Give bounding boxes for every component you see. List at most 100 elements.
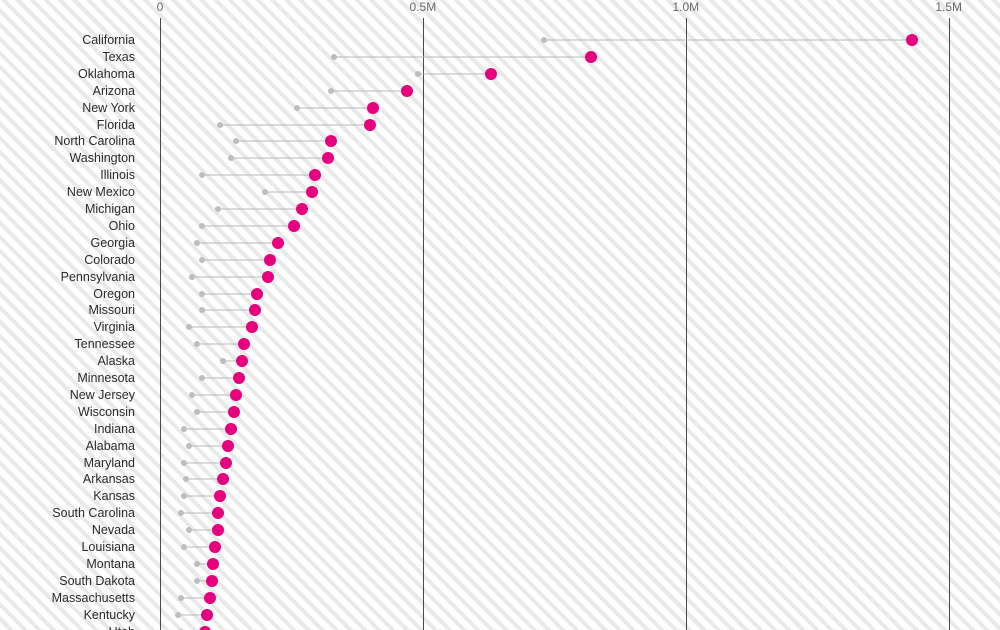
plot-area: 00.5M1.0M1.5M [160, 18, 975, 630]
start-dot [233, 138, 239, 144]
end-dot [306, 186, 318, 198]
end-dot [212, 507, 224, 519]
start-dot [181, 493, 187, 499]
end-dot [249, 304, 261, 316]
lollipop-stem [236, 141, 331, 142]
end-dot [325, 135, 337, 147]
x-tick-label: 0 [157, 0, 164, 14]
y-axis-label: Michigan [85, 203, 135, 216]
y-axis-label: Montana [86, 558, 135, 571]
lollipop-stem [202, 259, 270, 260]
end-dot [201, 609, 213, 621]
start-dot [415, 71, 421, 77]
start-dot [217, 122, 223, 128]
y-axis-label: Alabama [86, 439, 135, 452]
y-axis-label: South Dakota [59, 575, 135, 588]
start-dot [186, 443, 192, 449]
lollipop-stem [202, 225, 294, 226]
start-dot [189, 392, 195, 398]
start-dot [294, 105, 300, 111]
end-dot [322, 152, 334, 164]
lollipop-stem [218, 209, 302, 210]
lollipop-stem [220, 124, 370, 125]
lollipop-stem [331, 90, 407, 91]
end-dot [906, 34, 918, 46]
end-dot [214, 490, 226, 502]
end-dot [367, 102, 379, 114]
lollipop-stem [197, 344, 244, 345]
lollipop-stem [202, 175, 315, 176]
y-axis-label: New York [82, 101, 135, 114]
end-dot [230, 389, 242, 401]
start-dot [199, 223, 205, 229]
end-dot [236, 355, 248, 367]
start-dot [220, 358, 226, 364]
y-axis-label: Kansas [93, 490, 135, 503]
y-axis-label: Massachusetts [52, 591, 135, 604]
lollipop-stem [544, 40, 912, 41]
start-dot [181, 426, 187, 432]
y-axis-label: Louisiana [81, 541, 135, 554]
start-dot [199, 291, 205, 297]
y-axis-label: Utah [109, 625, 135, 630]
y-axis-label: Oklahoma [78, 68, 135, 81]
start-dot [186, 527, 192, 533]
y-axis-label: North Carolina [54, 135, 135, 148]
end-dot [220, 457, 232, 469]
end-dot [233, 372, 245, 384]
lollipop-stem [334, 56, 592, 57]
start-dot [194, 561, 200, 567]
start-dot [199, 172, 205, 178]
end-dot [222, 440, 234, 452]
start-dot [541, 37, 547, 43]
y-axis-label: Wisconsin [78, 406, 135, 419]
start-dot [328, 88, 334, 94]
end-dot [212, 524, 224, 536]
lollipop-stem [189, 327, 252, 328]
lollipop-stem [297, 107, 373, 108]
start-dot [175, 612, 181, 618]
start-dot [215, 206, 221, 212]
lollipop-stem [202, 310, 255, 311]
y-axis-label: Pennsylvania [61, 270, 135, 283]
end-dot [204, 592, 216, 604]
x-tick-label: 1.5M [935, 0, 962, 14]
lollipop-stem [184, 428, 231, 429]
y-axis-label: Washington [69, 152, 135, 165]
end-dot [296, 203, 308, 215]
y-axis-label: New Jersey [70, 389, 135, 402]
start-dot [262, 189, 268, 195]
end-dot [288, 220, 300, 232]
start-dot [199, 257, 205, 263]
end-dot [585, 51, 597, 63]
y-axis-label: Minnesota [77, 372, 135, 385]
y-axis-label: South Carolina [52, 507, 135, 520]
start-dot [228, 155, 234, 161]
start-dot [194, 240, 200, 246]
end-dot [251, 288, 263, 300]
y-axis-label: New Mexico [67, 186, 135, 199]
y-axis-label: Kentucky [84, 608, 135, 621]
y-axis-label: Florida [97, 118, 135, 131]
y-axis-label: Georgia [91, 237, 135, 250]
start-dot [178, 510, 184, 516]
start-dot [186, 324, 192, 330]
y-axis-label: Arkansas [83, 473, 135, 486]
y-axis-label: Indiana [94, 422, 135, 435]
start-dot [331, 54, 337, 60]
end-dot [485, 68, 497, 80]
y-axis-label: Ohio [109, 220, 135, 233]
y-axis-label: Missouri [88, 304, 135, 317]
end-dot [364, 119, 376, 131]
lollipop-stem [197, 242, 279, 243]
lollipop-stem [192, 276, 268, 277]
y-axis-label: Illinois [100, 169, 135, 182]
y-axis-label: Nevada [92, 524, 135, 537]
end-dot [207, 558, 219, 570]
y-axis-label: Alaska [97, 355, 135, 368]
y-axis-label: Oregon [93, 287, 135, 300]
start-dot [199, 307, 205, 313]
end-dot [228, 406, 240, 418]
start-dot [183, 476, 189, 482]
lollipop-stem [265, 192, 312, 193]
